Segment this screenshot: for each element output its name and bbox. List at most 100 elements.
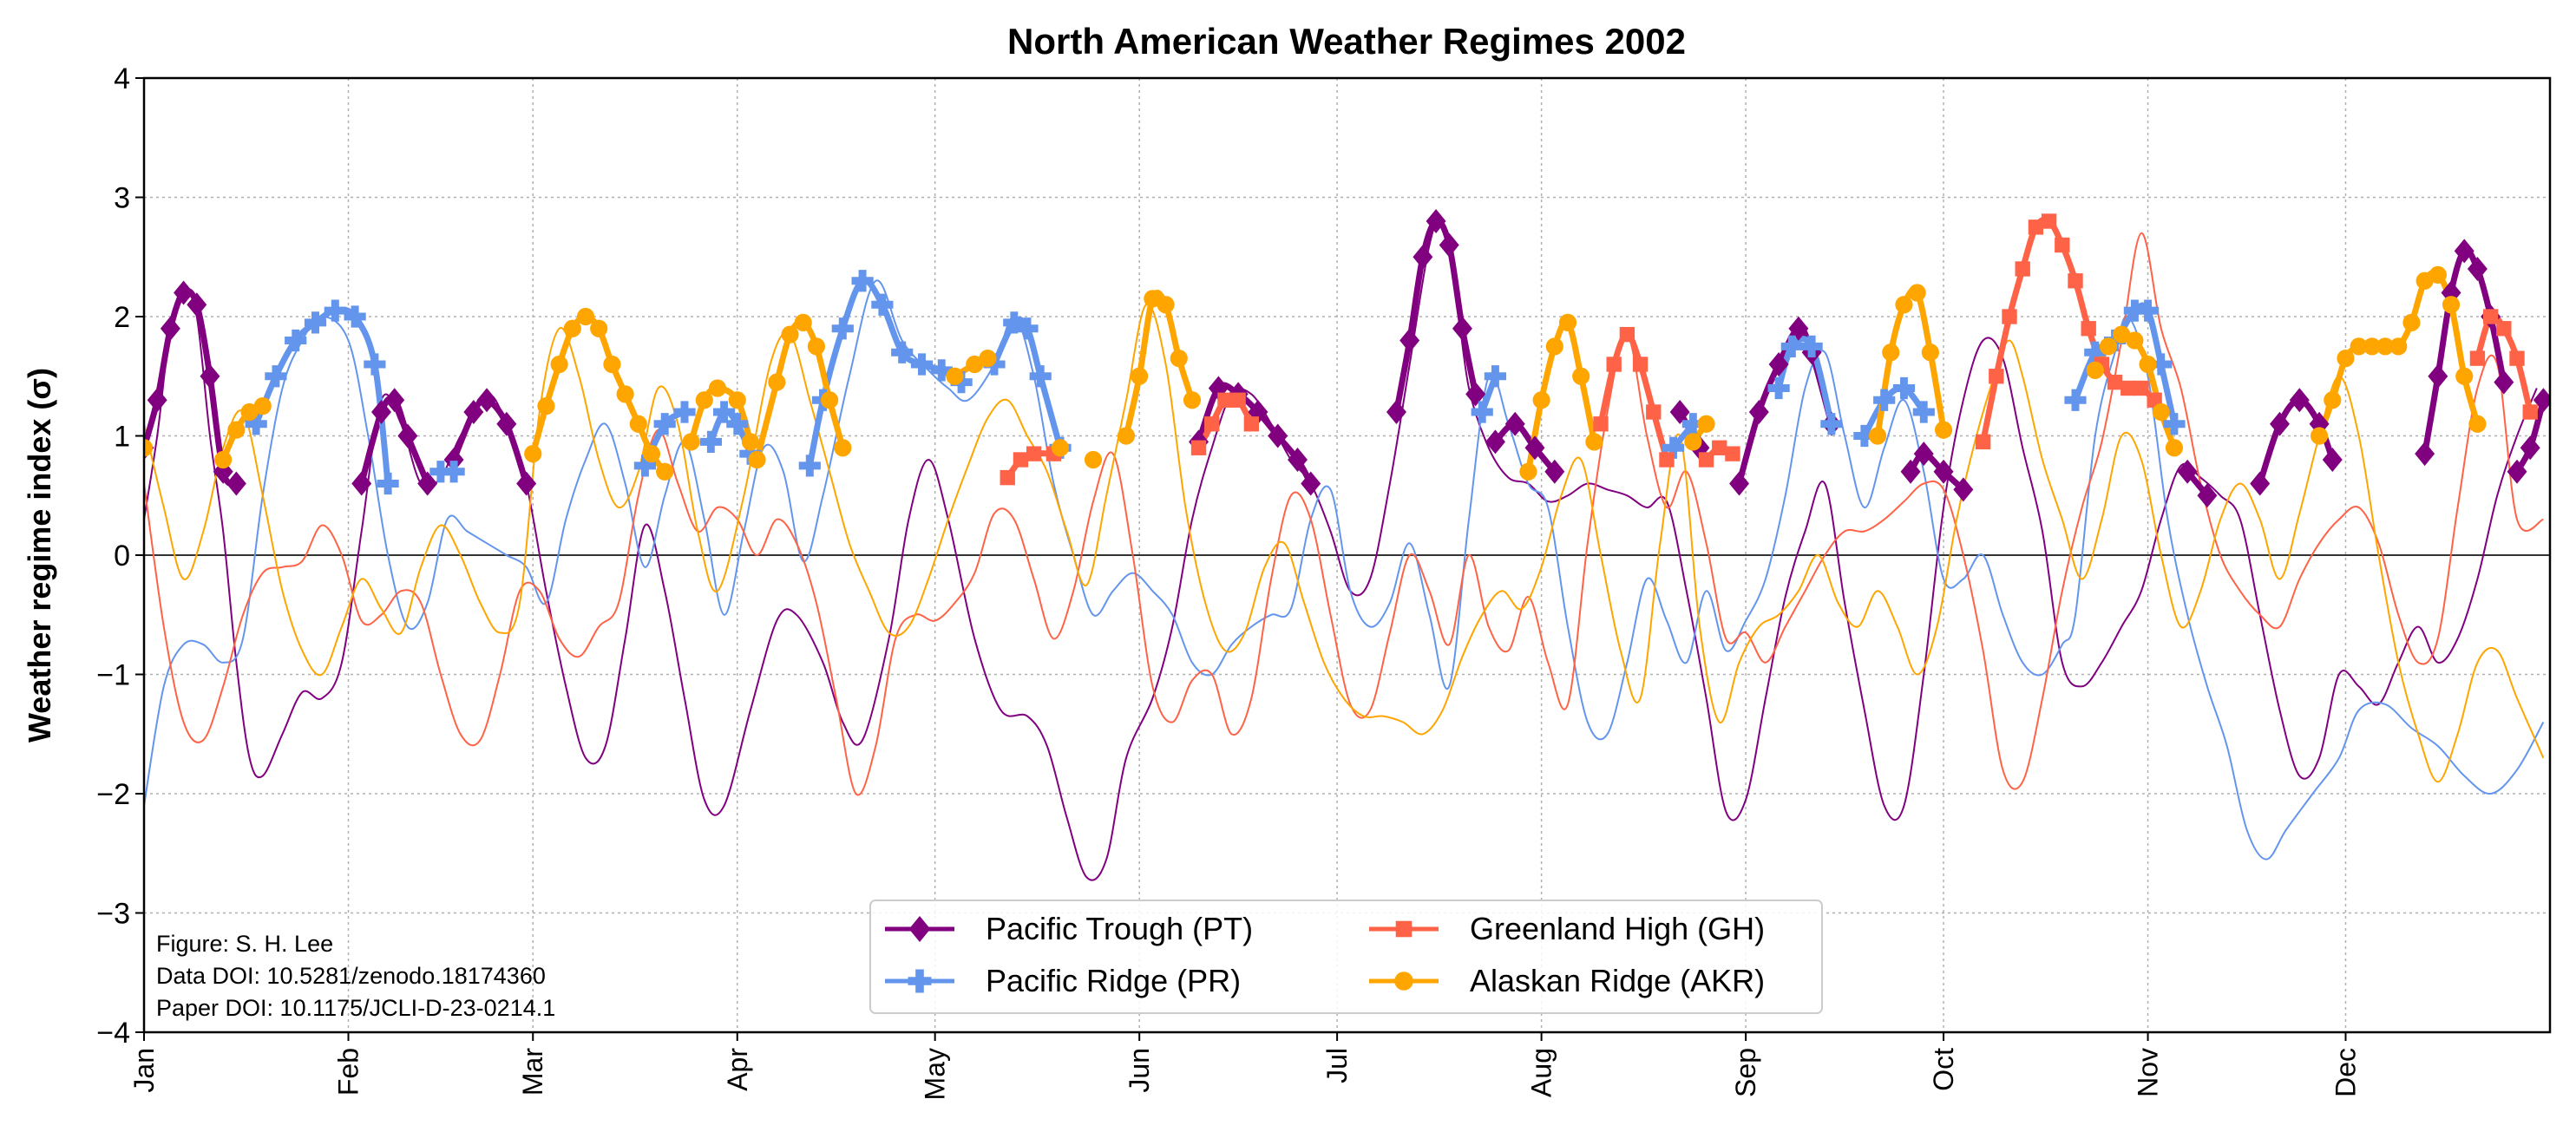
series-3-marker (576, 307, 595, 326)
x-axis: Jan Feb Mar Apr May Jun Jul Aug Sep Oct Nov Dec (128, 1032, 2361, 1100)
series-2-marker (1217, 392, 1233, 408)
series-2-marker (1975, 434, 1991, 450)
series-3-marker (2389, 337, 2408, 356)
series-3-marker (1572, 367, 1590, 385)
legend-swatch-marker (1395, 920, 1413, 938)
x-tick-label: Apr (722, 1048, 753, 1091)
series-1-marker (1780, 335, 1803, 357)
series-0-marker (2454, 239, 2474, 264)
series-3-marker (682, 433, 700, 451)
series-1-marker (871, 293, 894, 316)
series-3-marker (2126, 331, 2144, 350)
series-1-marker (1681, 413, 1704, 435)
series-1-marker (726, 413, 749, 435)
series-0-marker (496, 411, 517, 436)
series-0-marker (1933, 459, 1954, 484)
series-1-marker (891, 341, 914, 363)
series-0-marker (1788, 316, 1809, 341)
series-3-marker (1882, 344, 1900, 362)
series-1-marker (324, 299, 346, 322)
series-2-marker (2002, 309, 2017, 324)
series-1-marker (429, 461, 452, 483)
series-3-marker (1908, 284, 1926, 302)
series-0-marker (2289, 388, 2310, 413)
series-2-marker (1000, 469, 1015, 486)
series-0-marker (1544, 459, 1565, 484)
series-2-marker (2482, 309, 2499, 324)
series-2-marker (1230, 392, 1246, 408)
legend: Pacific Trough (PT) Pacific Ridge (PR) Gre… (869, 900, 1823, 1014)
series-1-marker (2084, 341, 2107, 363)
series-0-marker (1399, 328, 1420, 353)
x-tick-label: Jul (1321, 1048, 1353, 1083)
chart-title: North American Weather Regimes 2002 (1007, 21, 1686, 62)
x-tick-label: Mar (517, 1048, 548, 1096)
series-0-marker (397, 423, 418, 448)
series-2-marker (2120, 380, 2136, 396)
series-0-marker (1288, 448, 1308, 472)
series-3-marker (1895, 296, 1913, 314)
series-0-marker (1301, 471, 1321, 496)
series-3-marker (1519, 462, 1537, 481)
series-3-marker (2442, 296, 2461, 314)
series-3-active-segment (754, 318, 846, 463)
series-3-marker (537, 397, 555, 415)
y-axis-label: Weather regime index (σ) (22, 368, 57, 743)
series-markers (144, 209, 2550, 508)
series-3-marker (1697, 415, 1715, 433)
series-2-marker (2068, 273, 2083, 289)
series-1-marker (2150, 353, 2173, 376)
series-2-marker (1725, 446, 1740, 461)
series-0-active-segment (1907, 450, 1967, 493)
series-0-marker (1439, 232, 1459, 258)
series-3-marker (1084, 450, 1103, 469)
series-3-marker (1585, 433, 1603, 451)
series-lines (144, 216, 2547, 881)
series-1-marker (285, 329, 307, 352)
series-0-marker (417, 471, 438, 496)
x-tick-label: Jan (128, 1048, 160, 1093)
series-3-marker (563, 319, 581, 337)
series-2-marker (1593, 416, 1609, 432)
series-3-marker (550, 355, 568, 374)
series-3-marker (741, 433, 760, 451)
series-2-marker (2081, 321, 2096, 337)
series-3-marker (1051, 439, 1070, 457)
y-tick-label: −2 (96, 778, 130, 811)
series-0-marker (1953, 477, 1974, 502)
series-0-marker (384, 388, 405, 413)
series-3-marker (2324, 391, 2342, 409)
legend-label: Alaskan Ridge (AKR) (1470, 963, 1765, 998)
series-3-marker (728, 391, 746, 409)
series-3-marker (2468, 415, 2487, 433)
series-3-marker (656, 462, 674, 481)
series-3-marker (1558, 313, 1577, 331)
series-0-marker (1413, 245, 1433, 270)
series-0-marker (174, 280, 194, 305)
x-tick-label: Nov (2133, 1048, 2164, 1097)
y-axis: −4 −3 −2 −1 0 1 2 3 4 (96, 62, 144, 1050)
series-3-marker (1157, 296, 1175, 314)
series-0-marker (1504, 411, 1525, 436)
series-3-marker (966, 355, 984, 374)
series-0-marker (2520, 435, 2540, 461)
series-0-marker (1669, 400, 1690, 424)
series-1-marker (851, 270, 874, 292)
series-3-marker (794, 313, 812, 331)
series-3-marker (1934, 421, 1953, 439)
y-tick-label: 1 (114, 421, 130, 454)
y-tick-label: 3 (114, 182, 130, 215)
series-0-marker (1913, 442, 1934, 467)
series-2-marker (2041, 213, 2057, 229)
series-2-marker (1190, 440, 1207, 455)
series-0-marker (1524, 435, 1545, 461)
series-2-marker (2015, 261, 2030, 277)
y-tick-label: −3 (96, 898, 130, 931)
series-1-marker (1853, 424, 1876, 448)
series-0-marker (463, 400, 484, 424)
series-3-marker (144, 439, 154, 457)
series-2-marker (1989, 369, 2004, 384)
series-1-marker (983, 353, 1006, 376)
x-tick-label: Dec (2330, 1048, 2361, 1097)
